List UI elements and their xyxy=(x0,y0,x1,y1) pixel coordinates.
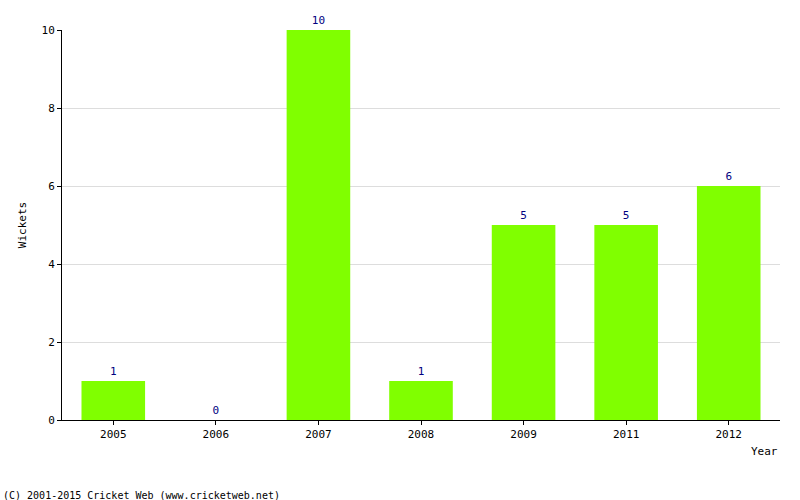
svg-text:2007: 2007 xyxy=(305,428,332,441)
svg-text:10: 10 xyxy=(42,24,55,37)
svg-text:0: 0 xyxy=(48,414,55,427)
svg-text:1: 1 xyxy=(418,365,425,378)
svg-text:10: 10 xyxy=(312,14,325,27)
svg-text:2012: 2012 xyxy=(715,428,742,441)
svg-text:(C) 2001-2015 Cricket Web (www: (C) 2001-2015 Cricket Web (www.cricketwe… xyxy=(3,490,280,500)
svg-text:2005: 2005 xyxy=(100,428,127,441)
svg-text:2008: 2008 xyxy=(408,428,435,441)
svg-text:5: 5 xyxy=(520,209,527,222)
svg-text:0: 0 xyxy=(213,404,220,417)
svg-text:6: 6 xyxy=(725,170,732,183)
svg-text:2: 2 xyxy=(48,336,55,349)
svg-text:2009: 2009 xyxy=(510,428,537,441)
svg-text:Year: Year xyxy=(751,445,778,458)
svg-text:2011: 2011 xyxy=(613,428,640,441)
svg-text:Wickets: Wickets xyxy=(16,202,29,248)
svg-text:2006: 2006 xyxy=(203,428,230,441)
svg-text:8: 8 xyxy=(48,102,55,115)
svg-text:5: 5 xyxy=(623,209,630,222)
svg-text:4: 4 xyxy=(48,258,55,271)
svg-text:6: 6 xyxy=(48,180,55,193)
svg-text:1: 1 xyxy=(110,365,117,378)
